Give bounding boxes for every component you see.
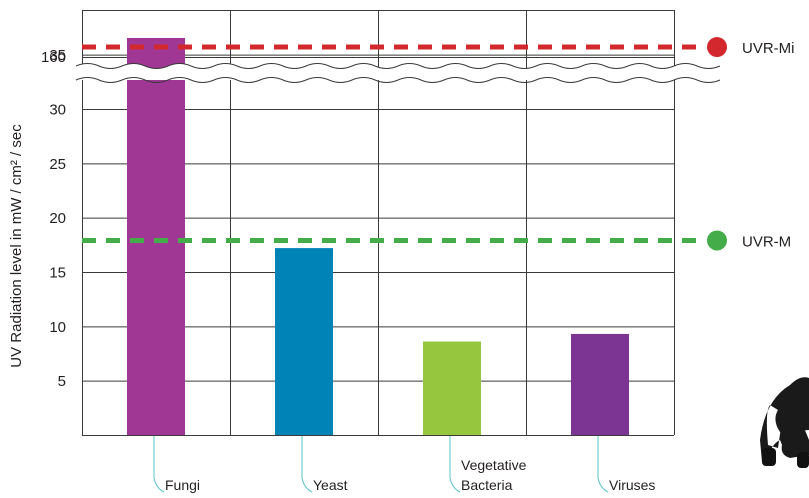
category-leader-1 [301,436,313,493]
bar-viruses [571,333,629,435]
y-tick-label-15: 15 [49,265,66,282]
bar-fungi [127,38,185,435]
chair-illustration [760,377,809,468]
y-tick-label-30: 30 [49,102,66,119]
bar-vegetative-bacteria [423,341,481,435]
y-tick-label-10: 10 [49,319,66,336]
category-label-fungi: Fungi [165,477,200,493]
y-tick-label-35: 35 [49,47,66,64]
y-axis-label: UV Radiation level in mW / cm² / sec [8,124,25,368]
category-label-vegetative-bacteria-line-1: Vegetative [461,457,527,473]
y-tick-label-160: 160 [41,49,66,66]
axis-break-line-upper [75,63,721,69]
category-label-viruses: Viruses [609,477,655,493]
y-tick-label-5: 5 [58,373,66,390]
reference-label-uvr-m: UVR-M [742,233,791,250]
y-tick-label-20: 20 [49,210,66,227]
reference-marker-uvr-m [707,230,727,251]
axis-break-line-lower [75,77,721,83]
category-leader-0 [153,436,165,493]
y-tick-label-25: 25 [49,156,66,173]
axis-break-band [76,63,720,80]
reference-label-uvr-mi: UVR-Mi [742,40,795,57]
bar-yeast [275,248,333,435]
reference-marker-uvr-mi [707,37,727,58]
category-leader-2 [449,436,461,493]
category-leader-3 [597,436,609,493]
category-label-yeast: Yeast [313,477,348,493]
category-label-vegetative-bacteria-line-2: Bacteria [461,477,513,493]
